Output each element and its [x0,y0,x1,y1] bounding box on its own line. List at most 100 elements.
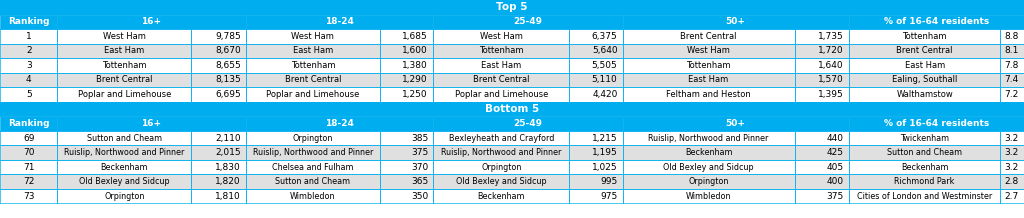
Text: 1,820: 1,820 [215,177,241,186]
Bar [246,174,380,189]
Text: East Ham: East Ham [293,46,333,55]
Bar [191,160,246,174]
Bar [623,87,795,102]
Text: 1: 1 [26,32,32,41]
Bar [57,189,191,203]
Text: 975: 975 [600,192,617,201]
Text: 1,600: 1,600 [402,46,428,55]
Text: 7.8: 7.8 [1005,61,1019,70]
Bar [57,116,246,131]
Bar [246,189,380,203]
Bar [1000,145,1024,160]
Text: Cities of London and Westminster: Cities of London and Westminster [857,192,992,201]
Bar [246,15,433,29]
Text: 375: 375 [826,192,844,201]
Bar [849,29,1000,44]
Bar [569,44,623,58]
Text: Ruislip, Northwood and Pinner: Ruislip, Northwood and Pinner [65,148,184,157]
Text: 2: 2 [26,46,32,55]
Bar [1000,87,1024,102]
Text: 3.2: 3.2 [1005,163,1019,172]
Bar [433,189,569,203]
Text: 5,505: 5,505 [592,61,617,70]
Bar [849,73,1000,87]
Text: West Ham: West Ham [103,32,145,41]
Bar [849,174,1000,189]
Bar [623,29,795,44]
Bar [191,131,246,145]
Text: Sutton and Cheam: Sutton and Cheam [887,148,963,157]
Bar [380,87,433,102]
Text: Twickenham: Twickenham [900,134,949,143]
Text: 5,640: 5,640 [592,46,617,55]
Text: 5: 5 [26,90,32,99]
Text: 400: 400 [826,177,844,186]
Text: Chelsea and Fulham: Chelsea and Fulham [272,163,353,172]
Bar [57,87,191,102]
Bar [569,174,623,189]
Bar [380,145,433,160]
Text: Orpington: Orpington [688,177,729,186]
Text: 385: 385 [411,134,428,143]
Text: 9,785: 9,785 [215,32,241,41]
Bar [433,145,569,160]
Bar [57,160,191,174]
Text: Sutton and Cheam: Sutton and Cheam [275,177,350,186]
Text: 50+: 50+ [726,119,745,128]
Bar [57,73,191,87]
Text: 350: 350 [411,192,428,201]
Bar [623,160,795,174]
Text: Old Bexley and Sidcup: Old Bexley and Sidcup [79,177,170,186]
Text: 1,215: 1,215 [592,134,617,143]
Text: West Ham: West Ham [292,32,334,41]
Text: 1,830: 1,830 [215,163,241,172]
Bar [1000,58,1024,73]
Text: Ranking: Ranking [8,119,49,128]
Text: 4,420: 4,420 [592,90,617,99]
Bar [191,87,246,102]
Bar [433,73,569,87]
Text: 70: 70 [23,148,35,157]
Bar [380,174,433,189]
Bar [623,174,795,189]
Text: Brent Central: Brent Central [680,32,737,41]
Text: Ruislip, Northwood and Pinner: Ruislip, Northwood and Pinner [253,148,373,157]
Text: Bexleyheath and Crayford: Bexleyheath and Crayford [449,134,554,143]
Text: 16+: 16+ [141,119,162,128]
Bar [0,58,57,73]
Bar [57,174,191,189]
Text: 1,810: 1,810 [215,192,241,201]
Bar [1000,174,1024,189]
Bar [433,15,623,29]
Bar [0,174,57,189]
Text: Wimbledon: Wimbledon [290,192,336,201]
Text: 73: 73 [23,192,35,201]
Bar [795,58,849,73]
Bar [795,73,849,87]
Bar [57,145,191,160]
Bar [57,58,191,73]
Bar [623,58,795,73]
Bar [623,131,795,145]
Text: Old Bexley and Sidcup: Old Bexley and Sidcup [664,163,754,172]
Text: 375: 375 [411,148,428,157]
Bar [57,29,191,44]
Bar [246,44,380,58]
Text: 72: 72 [23,177,35,186]
Text: Ruislip, Northwood and Pinner: Ruislip, Northwood and Pinner [441,148,561,157]
Text: 1,195: 1,195 [592,148,617,157]
Bar [0,160,57,174]
Bar [380,73,433,87]
Text: 4: 4 [26,75,32,84]
Text: Old Bexley and Sidcup: Old Bexley and Sidcup [456,177,547,186]
Text: 2,110: 2,110 [215,134,241,143]
Text: Poplar and Limehouse: Poplar and Limehouse [455,90,548,99]
Bar [191,189,246,203]
Bar [433,131,569,145]
Text: 3.2: 3.2 [1005,134,1019,143]
Bar [569,160,623,174]
Text: 1,395: 1,395 [818,90,844,99]
Bar [0,87,57,102]
Bar [795,131,849,145]
Text: 8.1: 8.1 [1005,46,1019,55]
